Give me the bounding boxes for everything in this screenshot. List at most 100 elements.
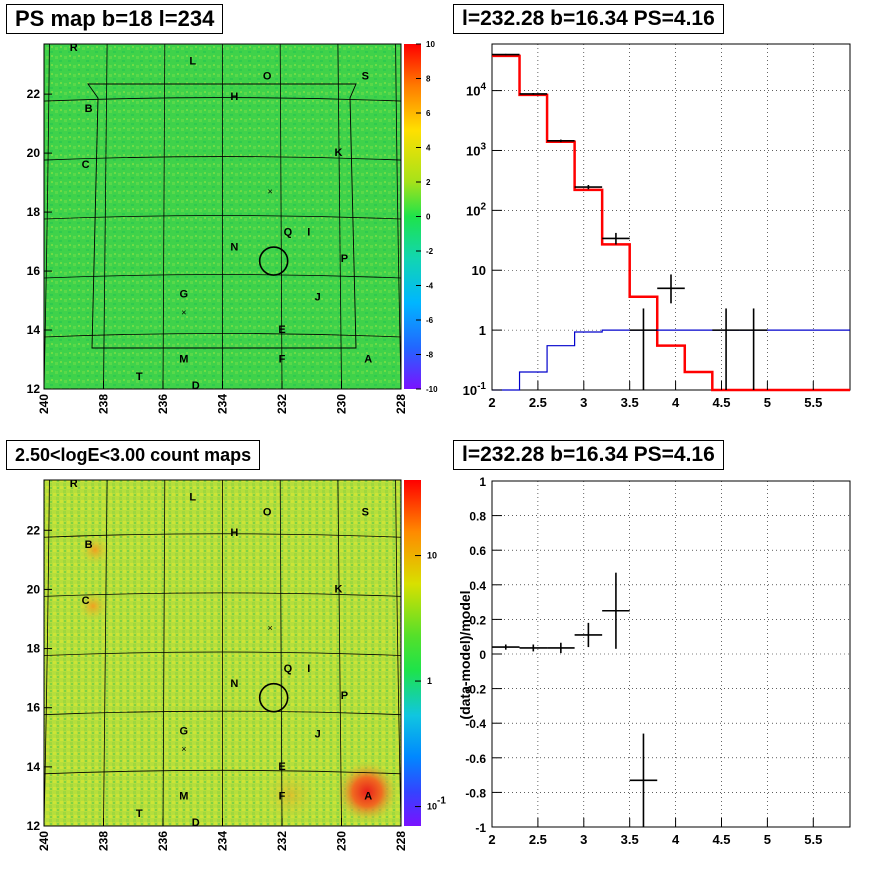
source-label-t: T xyxy=(136,371,143,383)
y-tick-label: 12 xyxy=(27,819,41,833)
source-label-d: D xyxy=(192,817,200,829)
residual-frame xyxy=(491,480,851,828)
y-tick-label: 14 xyxy=(27,323,41,337)
meridian-line xyxy=(162,479,166,827)
source-label-b: B xyxy=(85,539,93,551)
parallel-line xyxy=(43,592,402,597)
y-tick-label: 22 xyxy=(27,523,41,537)
count-map-x-ticks: 240 238 236 234 232 230 228 xyxy=(37,818,408,851)
source-label-n: N xyxy=(230,678,238,690)
ps-map-y-ticks: 12 14 16 18 20 22 xyxy=(27,87,52,396)
x-tick-label: 240 xyxy=(37,394,51,414)
source-label-k: K xyxy=(335,147,343,159)
data-point xyxy=(657,274,685,304)
data-point xyxy=(492,53,520,56)
parallel-line xyxy=(43,156,402,161)
residual-point xyxy=(547,642,575,654)
source-label-o: O xyxy=(263,506,272,518)
y-tick-label: 10 xyxy=(472,263,486,278)
source-label-c: C xyxy=(82,159,90,171)
x-tick-label: 5 xyxy=(764,832,771,847)
source-label-o: O xyxy=(263,70,272,82)
residual-x-ticks: 2 2.5 3 3.5 4 4.5 5 5.5 xyxy=(488,818,822,847)
y-tick-label: 18 xyxy=(27,642,41,656)
source-cross-marker: × xyxy=(267,623,272,633)
x-tick-label: 2 xyxy=(488,832,495,847)
x-tick-label: 2.5 xyxy=(529,832,547,847)
source-label-a: A xyxy=(364,790,372,802)
ps-map-title: PS map b=18 l=234 xyxy=(6,4,224,34)
ps-map-roi-boundary xyxy=(87,83,357,349)
count-map-warm-spot-b xyxy=(79,534,111,566)
source-label-c: C xyxy=(82,595,90,607)
y-tick-label: 0 xyxy=(479,648,486,662)
source-label-e: E xyxy=(278,761,285,773)
meridian-line xyxy=(337,479,342,827)
x-tick-label: 2 xyxy=(488,395,495,410)
count-map-panel: R L O S H B K C Q I N P G J E M F A T D × × 10 1 10-1 240 238 236… xyxy=(27,478,447,851)
source-label-m: M xyxy=(179,790,188,802)
ps-map-colorbar xyxy=(404,44,421,389)
y-tick-label: -0.4 xyxy=(465,717,486,731)
y-tick-label: 1 xyxy=(479,323,486,338)
colorbar-tick-label: -2 xyxy=(426,247,434,256)
residual-series xyxy=(492,572,658,827)
x-tick-label: 4 xyxy=(672,395,680,410)
y-tick-label: 16 xyxy=(27,264,41,278)
meridian-line xyxy=(279,479,283,827)
x-tick-label: 238 xyxy=(97,394,111,414)
x-tick-label: 3.5 xyxy=(621,832,639,847)
residual-y-label: (data-model)/model xyxy=(457,590,473,719)
meridian-line xyxy=(395,479,402,827)
colorbar-tick-label: -6 xyxy=(426,316,434,325)
source-label-q: Q xyxy=(284,227,293,239)
x-tick-label: 236 xyxy=(156,831,170,851)
source-label-t: T xyxy=(136,808,143,820)
colorbar-tick-label: 6 xyxy=(426,109,431,118)
y-tick-label: -0.8 xyxy=(465,786,486,800)
count-map-coordinate-grid xyxy=(43,479,402,827)
source-label-a: A xyxy=(364,353,372,365)
colorbar-tick-label: 1 xyxy=(427,676,432,686)
y-tick-label: 16 xyxy=(27,701,41,715)
data-point xyxy=(519,93,548,95)
spectrum-frame xyxy=(491,43,851,391)
count-map-warm-spot-c xyxy=(77,590,109,622)
x-tick-label: 234 xyxy=(216,831,230,851)
x-tick-label: 4 xyxy=(672,832,680,847)
count-map-source-circle xyxy=(258,682,289,713)
residual-point xyxy=(492,644,520,650)
y-tick-label: -1 xyxy=(475,821,486,835)
count-map-warm-region xyxy=(260,765,320,825)
colorbar-tick-label: 0 xyxy=(426,213,431,222)
source-label-q: Q xyxy=(284,663,293,675)
residual-point xyxy=(602,572,630,649)
x-tick-label: 4.5 xyxy=(712,832,730,847)
ps-map-source-circle xyxy=(258,246,289,276)
spectrum-panel: 2 2.5 3 3.5 4 4.5 5 5.5 10-1 1 10 102 103 104 xyxy=(463,43,851,410)
source-label-r: R xyxy=(70,42,78,54)
source-cross-marker: × xyxy=(181,307,186,317)
spectrum-series xyxy=(492,53,850,392)
y-tick-label: 22 xyxy=(27,87,41,101)
count-map-source-labels: R L O S H B K C Q I N P G J E M F A T D × × xyxy=(70,478,373,829)
ps-map-x-ticks: 240 238 236 234 232 230 228 xyxy=(37,381,408,414)
source-label-l: L xyxy=(189,492,196,504)
count-map-y-ticks: 12 14 16 18 20 22 xyxy=(27,523,52,833)
colorbar-tick-label: -4 xyxy=(426,282,434,291)
source-label-e: E xyxy=(278,324,285,336)
parallel-line xyxy=(43,769,402,775)
meridian-line xyxy=(103,479,108,827)
x-tick-label: 4.5 xyxy=(712,395,730,410)
x-tick-label: 3 xyxy=(580,395,587,410)
meridian-line xyxy=(395,43,402,390)
y-tick-label: -0.6 xyxy=(465,752,486,766)
y-tick-label: 20 xyxy=(27,146,41,160)
parallel-line xyxy=(43,710,402,716)
source-label-h: H xyxy=(230,527,238,539)
source-label-p: P xyxy=(341,253,348,265)
source-label-g: G xyxy=(180,289,189,301)
residual-point xyxy=(629,733,658,827)
